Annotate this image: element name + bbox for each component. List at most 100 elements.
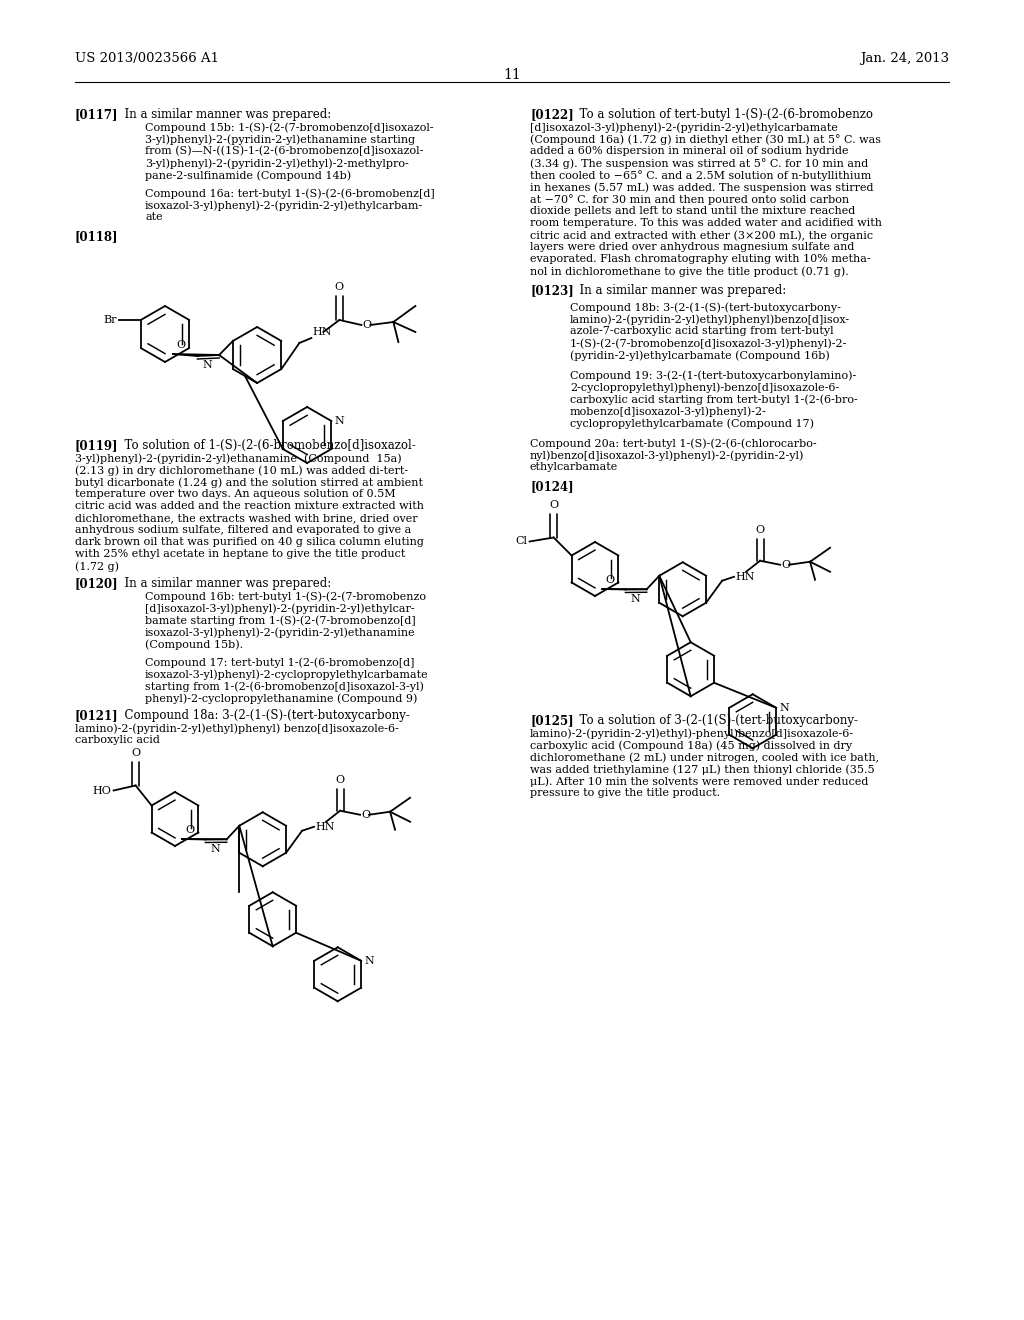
Text: (3.34 g). The suspension was stirred at 5° C. for 10 min and: (3.34 g). The suspension was stirred at … bbox=[530, 158, 868, 169]
Text: ate: ate bbox=[145, 213, 163, 222]
Text: phenyl)-2-cyclopropylethanamine (Compound 9): phenyl)-2-cyclopropylethanamine (Compoun… bbox=[145, 693, 418, 704]
Text: O: O bbox=[756, 525, 765, 535]
Text: In a similar manner was prepared:: In a similar manner was prepared: bbox=[117, 577, 331, 590]
Text: Compound 18a: 3-(2-(1-(S)-(tert-butoxycarbony-: Compound 18a: 3-(2-(1-(S)-(tert-butoxyca… bbox=[117, 709, 410, 722]
Text: O: O bbox=[336, 775, 345, 785]
Text: Cl: Cl bbox=[516, 536, 527, 546]
Text: [0117]: [0117] bbox=[75, 108, 119, 121]
Text: O: O bbox=[176, 341, 185, 350]
Text: dark brown oil that was purified on 40 g silica column eluting: dark brown oil that was purified on 40 g… bbox=[75, 537, 424, 546]
Text: N: N bbox=[365, 956, 374, 966]
Text: carboxylic acid: carboxylic acid bbox=[75, 735, 160, 744]
Text: starting from 1-(2-(6-bromobenzo[d]isoxazol-3-yl): starting from 1-(2-(6-bromobenzo[d]isoxa… bbox=[145, 681, 424, 692]
Text: in hexanes (5.57 mL) was added. The suspension was stirred: in hexanes (5.57 mL) was added. The susp… bbox=[530, 182, 873, 193]
Text: O: O bbox=[605, 576, 614, 585]
Text: temperature over two days. An aqueous solution of 0.5M: temperature over two days. An aqueous so… bbox=[75, 488, 395, 499]
Text: N: N bbox=[779, 702, 788, 713]
Text: nyl)benzo[d]isoxazol-3-yl)phenyl)-2-(pyridin-2-yl): nyl)benzo[d]isoxazol-3-yl)phenyl)-2-(pyr… bbox=[530, 450, 805, 461]
Text: lamino)-2-(pyridin-2-yl)ethyl)phenyl) benzo[d]isoxazole-6-: lamino)-2-(pyridin-2-yl)ethyl)phenyl) be… bbox=[75, 723, 399, 734]
Text: O: O bbox=[131, 747, 140, 758]
Text: carboxylic acid starting from tert-butyl 1-(2-(6-bro-: carboxylic acid starting from tert-butyl… bbox=[570, 393, 858, 404]
Text: N: N bbox=[203, 360, 212, 370]
Text: O: O bbox=[781, 560, 791, 570]
Text: [0125]: [0125] bbox=[530, 714, 573, 727]
Text: Compound 17: tert-butyl 1-(2-(6-bromobenzo[d]: Compound 17: tert-butyl 1-(2-(6-bromoben… bbox=[145, 657, 415, 668]
Text: from (S)—N-((1S)-1-(2-(6-bromobenzo[d]isoxazol-: from (S)—N-((1S)-1-(2-(6-bromobenzo[d]is… bbox=[145, 147, 423, 156]
Text: 11: 11 bbox=[503, 69, 521, 82]
Text: carboxylic acid (Compound 18a) (45 mg) dissolved in dry: carboxylic acid (Compound 18a) (45 mg) d… bbox=[530, 741, 852, 751]
Text: lamino)-2-(pyridin-2-yl)ethyl)-phenyl)benzo[d]isoxazole-6-: lamino)-2-(pyridin-2-yl)ethyl)-phenyl)be… bbox=[530, 729, 854, 739]
Text: 3-yl)phenyl)-2-(pyridin-2-yl)ethyl)-2-methylpro-: 3-yl)phenyl)-2-(pyridin-2-yl)ethyl)-2-me… bbox=[145, 158, 409, 169]
Text: O: O bbox=[335, 282, 344, 292]
Text: N: N bbox=[210, 843, 220, 854]
Text: citric acid was added and the reaction mixture extracted with: citric acid was added and the reaction m… bbox=[75, 502, 424, 511]
Text: anhydrous sodium sulfate, filtered and evaporated to give a: anhydrous sodium sulfate, filtered and e… bbox=[75, 525, 412, 535]
Text: HN: HN bbox=[315, 822, 335, 832]
Text: dioxide pellets and left to stand until the mixture reached: dioxide pellets and left to stand until … bbox=[530, 206, 855, 216]
Text: Compound 19: 3-(2-(1-(tert-butoxycarbonylamino)-: Compound 19: 3-(2-(1-(tert-butoxycarbony… bbox=[570, 370, 856, 380]
Text: was added triethylamine (127 μL) then thionyl chloride (35.5: was added triethylamine (127 μL) then th… bbox=[530, 764, 874, 775]
Text: ethylcarbamate: ethylcarbamate bbox=[530, 462, 618, 473]
Text: [0122]: [0122] bbox=[530, 108, 573, 121]
Text: O: O bbox=[362, 319, 372, 330]
Text: N: N bbox=[335, 416, 344, 426]
Text: HO: HO bbox=[93, 785, 112, 796]
Text: Compound 16b: tert-butyl 1-(S)-(2-(7-bromobenzo: Compound 16b: tert-butyl 1-(S)-(2-(7-bro… bbox=[145, 591, 426, 602]
Text: added a 60% dispersion in mineral oil of sodium hydride: added a 60% dispersion in mineral oil of… bbox=[530, 147, 849, 156]
Text: nol in dichloromethane to give the title product (0.71 g).: nol in dichloromethane to give the title… bbox=[530, 267, 849, 277]
Text: dichloromethane, the extracts washed with brine, dried over: dichloromethane, the extracts washed wit… bbox=[75, 513, 418, 523]
Text: (2.13 g) in dry dichloromethane (10 mL) was added di-tert-: (2.13 g) in dry dichloromethane (10 mL) … bbox=[75, 465, 409, 475]
Text: lamino)-2-(pyridin-2-yl)ethyl)phenyl)benzo[d]isox-: lamino)-2-(pyridin-2-yl)ethyl)phenyl)ben… bbox=[570, 314, 850, 325]
Text: 2-cyclopropylethyl)phenyl)-benzo[d]isoxazole-6-: 2-cyclopropylethyl)phenyl)-benzo[d]isoxa… bbox=[570, 381, 840, 392]
Text: pressure to give the title product.: pressure to give the title product. bbox=[530, 788, 720, 799]
Text: 3-yl)phenyl)-2-(pyridin-2-yl)ethanamine starting: 3-yl)phenyl)-2-(pyridin-2-yl)ethanamine … bbox=[145, 135, 415, 145]
Text: layers were dried over anhydrous magnesium sulfate and: layers were dried over anhydrous magnesi… bbox=[530, 242, 854, 252]
Text: [d]isoxazol-3-yl)phenyl)-2-(pyridin-2-yl)ethylcarbamate: [d]isoxazol-3-yl)phenyl)-2-(pyridin-2-yl… bbox=[530, 121, 838, 132]
Text: O: O bbox=[549, 499, 558, 510]
Text: [0119]: [0119] bbox=[75, 440, 119, 451]
Text: Compound 16a: tert-butyl 1-(S)-(2-(6-bromobenz[d]: Compound 16a: tert-butyl 1-(S)-(2-(6-bro… bbox=[145, 187, 435, 198]
Text: at −70° C. for 30 min and then poured onto solid carbon: at −70° C. for 30 min and then poured on… bbox=[530, 194, 849, 205]
Text: Compound 15b: 1-(S)-(2-(7-bromobenzo[d]isoxazol-: Compound 15b: 1-(S)-(2-(7-bromobenzo[d]i… bbox=[145, 121, 433, 132]
Text: [0124]: [0124] bbox=[530, 480, 573, 492]
Text: In a similar manner was prepared:: In a similar manner was prepared: bbox=[117, 108, 331, 121]
Text: Compound 18b: 3-(2-(1-(S)-(tert-butoxycarbony-: Compound 18b: 3-(2-(1-(S)-(tert-butoxyca… bbox=[570, 302, 841, 313]
Text: bamate starting from 1-(S)-(2-(7-bromobenzo[d]: bamate starting from 1-(S)-(2-(7-bromobe… bbox=[145, 615, 416, 626]
Text: citric acid and extracted with ether (3×200 mL), the organic: citric acid and extracted with ether (3×… bbox=[530, 230, 873, 240]
Text: N: N bbox=[631, 594, 640, 603]
Text: isoxazol-3-yl)phenyl)-2-cyclopropylethylcarbamate: isoxazol-3-yl)phenyl)-2-cyclopropylethyl… bbox=[145, 669, 429, 680]
Text: [d]isoxazol-3-yl)phenyl)-2-(pyridin-2-yl)ethylcar-: [d]isoxazol-3-yl)phenyl)-2-(pyridin-2-yl… bbox=[145, 603, 415, 614]
Text: (Compound 15b).: (Compound 15b). bbox=[145, 639, 243, 649]
Text: To a solution of tert-butyl 1-(S)-(2-(6-bromobenzo: To a solution of tert-butyl 1-(S)-(2-(6-… bbox=[572, 108, 873, 121]
Text: isoxazol-3-yl)phenyl)-2-(pyridin-2-yl)ethanamine: isoxazol-3-yl)phenyl)-2-(pyridin-2-yl)et… bbox=[145, 627, 416, 638]
Text: μL). After 10 min the solvents were removed under reduced: μL). After 10 min the solvents were remo… bbox=[530, 776, 868, 787]
Text: [0121]: [0121] bbox=[75, 709, 119, 722]
Text: (Compound 16a) (1.72 g) in diethyl ether (30 mL) at 5° C. was: (Compound 16a) (1.72 g) in diethyl ether… bbox=[530, 135, 881, 145]
Text: In a similar manner was prepared:: In a similar manner was prepared: bbox=[572, 284, 786, 297]
Text: To solution of 1-(S)-(2-(6-bromobenzo[d]isoxazol-: To solution of 1-(S)-(2-(6-bromobenzo[d]… bbox=[117, 440, 416, 451]
Text: room temperature. To this was added water and acidified with: room temperature. To this was added wate… bbox=[530, 218, 882, 228]
Text: US 2013/0023566 A1: US 2013/0023566 A1 bbox=[75, 51, 219, 65]
Text: [0123]: [0123] bbox=[530, 284, 573, 297]
Text: cyclopropylethylcarbamate (Compound 17): cyclopropylethylcarbamate (Compound 17) bbox=[570, 418, 814, 429]
Text: with 25% ethyl acetate in heptane to give the title product: with 25% ethyl acetate in heptane to giv… bbox=[75, 549, 406, 558]
Text: evaporated. Flash chromatography eluting with 10% metha-: evaporated. Flash chromatography eluting… bbox=[530, 253, 870, 264]
Text: 1-(S)-(2-(7-bromobenzo[d]isoxazol-3-yl)phenyl)-2-: 1-(S)-(2-(7-bromobenzo[d]isoxazol-3-yl)p… bbox=[570, 338, 848, 348]
Text: Jan. 24, 2013: Jan. 24, 2013 bbox=[860, 51, 949, 65]
Text: To a solution of 3-(2-(1(S)-(tert-butoxycarbony-: To a solution of 3-(2-(1(S)-(tert-butoxy… bbox=[572, 714, 858, 727]
Text: HN: HN bbox=[735, 572, 755, 582]
Text: (pyridin-2-yl)ethylcarbamate (Compound 16b): (pyridin-2-yl)ethylcarbamate (Compound 1… bbox=[570, 350, 829, 360]
Text: Br: Br bbox=[103, 315, 117, 325]
Text: dichloromethane (2 mL) under nitrogen, cooled with ice bath,: dichloromethane (2 mL) under nitrogen, c… bbox=[530, 752, 880, 763]
Text: 3-yl)phenyl)-2-(pyridin-2-yl)ethanamine  (Compound  15a): 3-yl)phenyl)-2-(pyridin-2-yl)ethanamine … bbox=[75, 453, 401, 463]
Text: mobenzo[d]isoxazol-3-yl)phenyl)-2-: mobenzo[d]isoxazol-3-yl)phenyl)-2- bbox=[570, 407, 767, 417]
Text: O: O bbox=[185, 825, 195, 836]
Text: isoxazol-3-yl)phenyl)-2-(pyridin-2-yl)ethylcarbam-: isoxazol-3-yl)phenyl)-2-(pyridin-2-yl)et… bbox=[145, 201, 423, 211]
Text: [0120]: [0120] bbox=[75, 577, 119, 590]
Text: pane-2-sulfinamide (Compound 14b): pane-2-sulfinamide (Compound 14b) bbox=[145, 170, 351, 181]
Text: (1.72 g): (1.72 g) bbox=[75, 561, 119, 572]
Text: Compound 20a: tert-butyl 1-(S)-(2-(6-(chlorocarbo-: Compound 20a: tert-butyl 1-(S)-(2-(6-(ch… bbox=[530, 438, 816, 449]
Text: azole-7-carboxylic acid starting from tert-butyl: azole-7-carboxylic acid starting from te… bbox=[570, 326, 834, 337]
Text: HN: HN bbox=[312, 327, 332, 337]
Text: [0118]: [0118] bbox=[75, 230, 119, 243]
